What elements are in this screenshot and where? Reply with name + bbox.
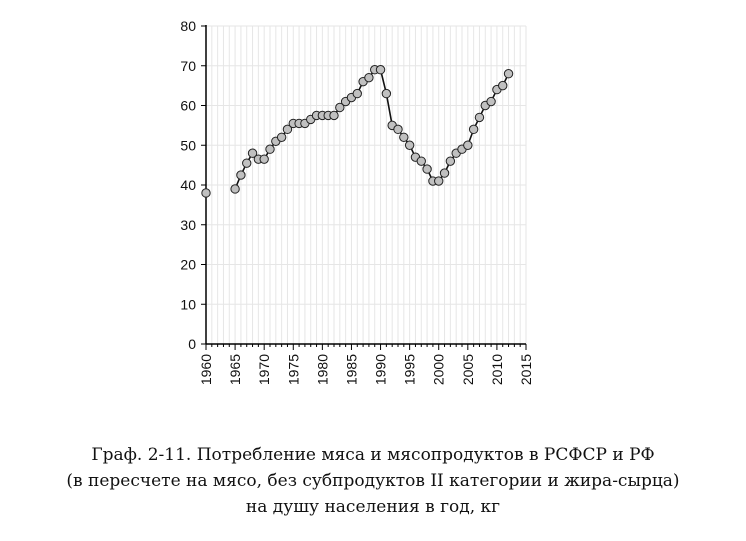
data-point — [404, 140, 415, 150]
data-point — [399, 132, 409, 143]
y-tick-label: 10 — [180, 296, 196, 312]
x-tick-label: 1980 — [314, 354, 330, 385]
caption-line-2: (в пересчете на мясо, без субпродуктов I… — [66, 471, 680, 491]
x-tick-label: 1975 — [285, 354, 301, 385]
data-point — [445, 156, 456, 166]
data-point — [364, 72, 374, 83]
x-tick-label: 2000 — [431, 354, 447, 385]
data-point — [335, 102, 345, 113]
y-tick-label: 40 — [180, 177, 196, 193]
y-tick-label: 80 — [180, 18, 196, 34]
grid — [205, 25, 527, 345]
y-tick-label: 20 — [180, 257, 196, 273]
x-tick-label: 2015 — [518, 354, 534, 385]
data-point — [393, 124, 403, 135]
data-point — [259, 154, 269, 164]
data-point — [352, 88, 362, 99]
data-point — [375, 65, 386, 75]
data-point — [486, 96, 496, 107]
x-tick-label: 1995 — [402, 354, 418, 385]
data-point — [282, 124, 293, 135]
data-point — [201, 188, 211, 198]
caption-line-1: Граф. 2-11. Потребление мяса и мясопроду… — [91, 445, 655, 465]
data-point — [503, 69, 514, 79]
x-tick-label: 1960 — [198, 354, 214, 385]
data-point — [463, 140, 473, 150]
data-point — [276, 132, 287, 143]
y-tick-label: 50 — [180, 137, 196, 153]
data-point — [242, 158, 252, 168]
x-tick-label: 1990 — [373, 354, 389, 385]
x-tick-label: 1985 — [343, 354, 359, 385]
x-tick-label: 2010 — [489, 354, 505, 385]
data-point — [236, 170, 246, 180]
data-point — [422, 164, 432, 174]
data-point — [416, 156, 426, 166]
x-tick-label: 2005 — [460, 354, 476, 385]
data-point — [439, 168, 450, 178]
data-point — [498, 80, 508, 91]
data-point — [434, 176, 444, 186]
y-axis-ticks: 0 10 20 30 40 50 60 70 80 — [180, 18, 206, 352]
data-point — [468, 124, 479, 135]
data-point — [329, 110, 339, 121]
y-tick-label: 70 — [180, 58, 196, 74]
data-point — [247, 148, 258, 158]
caption-line-3: на душу населения в год, кг — [245, 497, 501, 517]
x-axis-ticks: 1960 1965 1970 1975 1980 1985 1990 1995 2000 2005… — [198, 344, 534, 385]
data-point — [381, 88, 392, 99]
y-tick-label: 60 — [180, 98, 196, 114]
data-point — [265, 144, 275, 154]
x-tick-label: 1965 — [227, 354, 243, 385]
data-point — [230, 184, 240, 194]
y-tick-label: 0 — [188, 336, 196, 352]
x-tick-label: 1970 — [256, 354, 272, 385]
figure-caption: Граф. 2-11. Потребление мяса и мясопроду… — [0, 442, 746, 520]
series-points — [201, 65, 514, 198]
data-point — [474, 112, 485, 123]
y-tick-label: 30 — [180, 217, 196, 233]
